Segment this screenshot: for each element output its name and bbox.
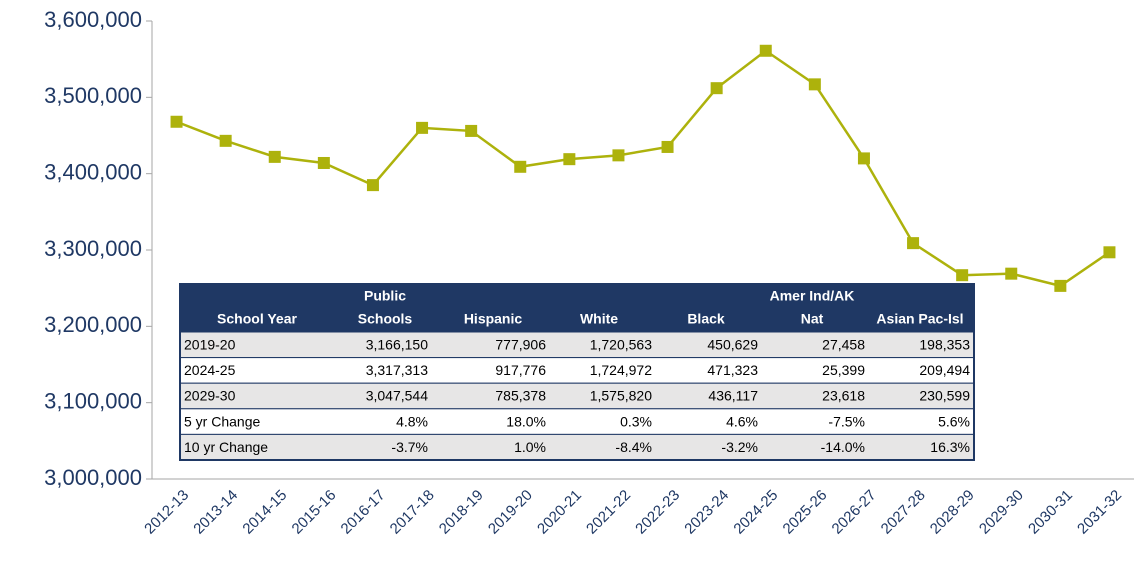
x-tick-label: 2026-27 — [829, 487, 880, 538]
marker — [759, 44, 772, 57]
marker — [956, 269, 969, 282]
y-tick-label: 3,600,000 — [44, 7, 142, 32]
x-tick-label: 2021-22 — [583, 487, 634, 538]
table-cell: 2019-20 — [184, 337, 236, 353]
x-tick-label: 2022-23 — [632, 487, 683, 538]
table-cell: 16.3% — [930, 439, 970, 455]
table-cell: 2024-25 — [184, 362, 236, 378]
table-cell: 436,117 — [708, 388, 758, 404]
table-header-bg — [180, 284, 974, 332]
x-tick-label: 2013-14 — [190, 487, 241, 538]
table-cell: 777,906 — [495, 337, 546, 353]
x-tick-label: 2027-28 — [878, 487, 929, 538]
x-tick-label: 2014-15 — [239, 487, 290, 538]
x-tick-label: 2017-18 — [387, 487, 438, 538]
marker — [808, 78, 821, 91]
table-cell: 917,776 — [495, 362, 546, 378]
table-header: Schools — [358, 311, 413, 327]
marker — [710, 82, 723, 95]
table-cell: 5.6% — [938, 413, 970, 429]
x-tick-label: 2023-24 — [681, 487, 732, 538]
x-tick-label: 2031-32 — [1074, 487, 1125, 538]
table-header: Nat — [801, 311, 824, 327]
table-header: Hispanic — [464, 311, 523, 327]
table-cell: 3,047,544 — [366, 388, 428, 404]
table-header: Asian Pac-Isl — [876, 311, 963, 327]
marker — [1054, 279, 1067, 292]
marker — [514, 160, 527, 173]
x-tick-label: 2019-20 — [485, 487, 536, 538]
table-cell: 1,724,972 — [590, 362, 652, 378]
table-cell: 1,575,820 — [590, 388, 652, 404]
table-cell: -7.5% — [828, 413, 865, 429]
x-tick-label: 2030-31 — [1025, 487, 1076, 538]
table-cell: 3,317,313 — [366, 362, 428, 378]
marker — [612, 149, 625, 162]
marker — [268, 150, 281, 163]
table-cell: -8.4% — [615, 439, 652, 455]
x-tick-label: 2025-26 — [780, 487, 831, 538]
line — [176, 49, 1111, 288]
table-cell: 1.0% — [514, 439, 546, 455]
table-cell: 25,399 — [822, 362, 865, 378]
marker — [563, 153, 576, 166]
table-cell: 230,599 — [919, 388, 970, 404]
marker — [1103, 246, 1116, 259]
marker — [661, 140, 674, 153]
x-tick-label: 2028-29 — [927, 487, 978, 538]
table-cell: 23,618 — [822, 388, 865, 404]
y-tick-label: 3,500,000 — [44, 83, 142, 108]
y-tick-label: 3,100,000 — [44, 388, 142, 413]
table-cell: -14.0% — [821, 439, 865, 455]
marker — [317, 156, 330, 169]
table-header: Amer Ind/AK — [770, 288, 855, 304]
table-cell: 471,323 — [707, 362, 758, 378]
y-tick-label: 3,200,000 — [44, 312, 142, 337]
table-cell: 0.3% — [620, 413, 652, 429]
table-cell: 3,166,150 — [366, 337, 428, 353]
x-tick-label: 2020-21 — [534, 487, 585, 538]
marker — [465, 124, 478, 137]
table-cell: 4.8% — [396, 413, 428, 429]
marker — [366, 179, 379, 192]
table-cell: 27,458 — [822, 337, 865, 353]
marker — [907, 237, 920, 250]
table-cell: 209,494 — [919, 362, 970, 378]
y-tick-label: 3,400,000 — [44, 159, 142, 184]
table-header: School Year — [217, 311, 297, 327]
table-cell: 18.0% — [506, 413, 546, 429]
table-cell: -3.7% — [391, 439, 428, 455]
table-cell: 1,720,563 — [590, 337, 652, 353]
x-tick-label: 2012-13 — [141, 487, 192, 538]
table-header: Black — [687, 311, 725, 327]
table-border — [179, 283, 975, 461]
table-cell: 198,353 — [919, 337, 970, 353]
table-cell: 4.6% — [726, 413, 758, 429]
table-cell: 450,629 — [707, 337, 758, 353]
table-cell: 2029-30 — [184, 388, 236, 404]
x-tick-label: 2015-16 — [289, 487, 340, 538]
marker — [170, 115, 183, 128]
marker — [416, 121, 429, 134]
table-cell: 5 yr Change — [184, 413, 260, 429]
table-header: White — [580, 311, 618, 327]
y-tick-label: 3,000,000 — [44, 465, 142, 490]
marker — [857, 152, 870, 165]
x-tick-label: 2029-30 — [976, 487, 1027, 538]
x-tick-label: 2024-25 — [730, 487, 781, 538]
marker — [1005, 267, 1018, 280]
y-tick-label: 3,300,000 — [44, 236, 142, 261]
table-cell: -3.2% — [721, 439, 758, 455]
marker — [219, 134, 232, 147]
table-cell: 10 yr Change — [184, 439, 268, 455]
x-tick-label: 2018-19 — [436, 487, 487, 538]
table-header: Public — [364, 288, 406, 304]
table-cell: 785,378 — [495, 388, 546, 404]
x-tick-label: 2016-17 — [338, 487, 389, 538]
